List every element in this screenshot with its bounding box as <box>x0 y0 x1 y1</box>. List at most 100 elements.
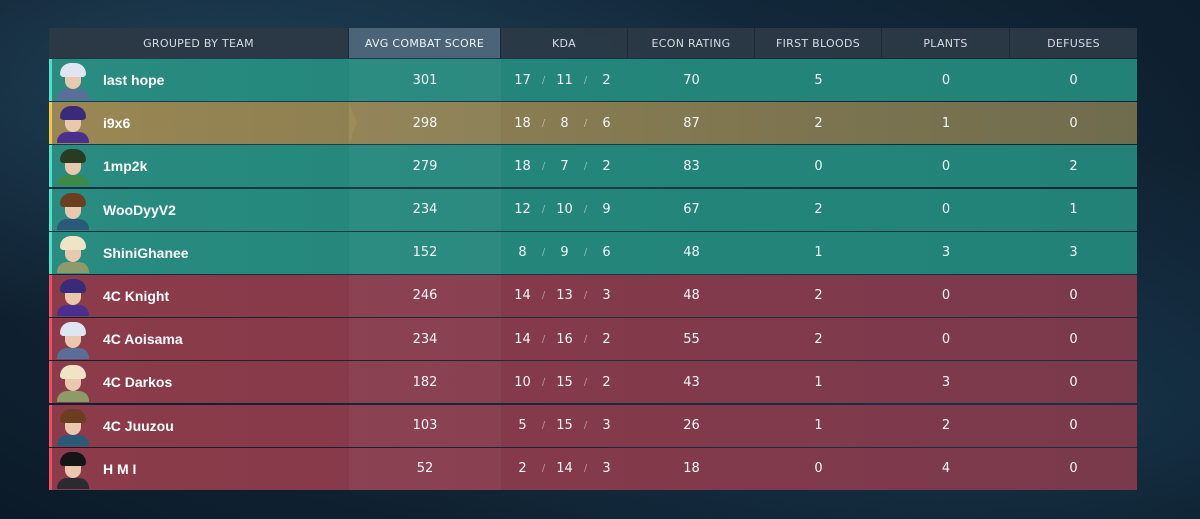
defuses-value: 0 <box>1069 115 1078 131</box>
player-name[interactable]: 4C Knight <box>103 287 170 304</box>
player-row[interactable]: ShiniGhanee 152 8 / 9 / 6 48 1 3 3 <box>49 231 1137 274</box>
acs-value: 301 <box>349 59 501 101</box>
kills-value: 14 <box>514 288 531 304</box>
kda-separator: / <box>541 463 546 475</box>
kills-value: 18 <box>514 158 531 174</box>
kda-separator: / <box>541 333 546 345</box>
acs-value: 52 <box>349 447 501 490</box>
deaths-value: 7 <box>560 158 569 174</box>
kda-separator: / <box>541 376 546 388</box>
player-row[interactable]: 1mp2k 279 18 / 7 / 2 83 0 0 2 <box>49 145 1137 188</box>
player-row[interactable]: 4C Knight 246 14 / 13 / 3 48 2 0 0 <box>49 274 1137 317</box>
acs-value: 246 <box>349 274 501 317</box>
assists-value: 6 <box>602 245 611 261</box>
kda-cell: 18 / 8 / 6 <box>501 102 628 144</box>
assists-value: 2 <box>602 72 611 88</box>
player-name[interactable]: WooDyyV2 <box>103 201 176 218</box>
team-accent-bar <box>49 274 52 317</box>
assists-value: 2 <box>602 374 611 390</box>
econ-value: 43 <box>683 374 700 390</box>
kda-cell: 2 / 14 / 3 <box>501 448 628 490</box>
header-kda[interactable]: KDA <box>501 28 628 58</box>
acs-value: 182 <box>349 361 501 404</box>
deaths-value: 9 <box>560 245 569 261</box>
first-bloods-value: 5 <box>814 72 823 88</box>
assists-value: 2 <box>602 158 611 174</box>
plants-value: 0 <box>941 72 951 88</box>
plants-value: 2 <box>941 418 951 433</box>
kda-separator: / <box>541 117 546 129</box>
kda-separator: / <box>583 376 588 388</box>
plants-value: 3 <box>941 374 951 390</box>
agent-portrait-icon <box>53 449 93 489</box>
player-name[interactable]: 4C Aoisama <box>103 331 183 348</box>
header-first-bloods[interactable]: FIRST BLOODS <box>755 28 882 58</box>
player-name[interactable]: 4C Darkos <box>103 374 173 391</box>
first-bloods-value: 2 <box>814 331 823 347</box>
header-econ-rating[interactable]: ECON RATING <box>628 28 755 58</box>
acs-text: 301 <box>412 72 438 88</box>
acs-value: 234 <box>349 318 501 361</box>
player-row[interactable]: 4C Juuzou 103 5 / 15 / 3 26 1 2 0 <box>49 404 1137 447</box>
player-cell: 4C Juuzou <box>49 405 349 447</box>
plants-value: 4 <box>941 461 951 477</box>
kda-separator: / <box>583 204 588 216</box>
kills-value: 12 <box>514 202 531 218</box>
kills-value: 10 <box>514 374 531 390</box>
assists-value: 3 <box>602 288 611 304</box>
player-row[interactable]: WooDyyV2 234 12 / 10 / 9 67 2 0 1 <box>49 188 1137 231</box>
deaths-value: 13 <box>556 288 573 304</box>
player-cell: WooDyyV2 <box>49 189 349 231</box>
acs-text: 234 <box>412 331 438 347</box>
kda-separator: / <box>583 463 588 475</box>
defuses-value: 0 <box>1069 288 1078 304</box>
player-cell: last hope <box>49 59 349 101</box>
team-accent-bar <box>49 102 52 145</box>
first-bloods-value: 1 <box>814 418 823 433</box>
kda-separator: / <box>583 420 588 431</box>
plants-value: 0 <box>941 288 951 304</box>
econ-value: 83 <box>683 158 700 174</box>
player-row[interactable]: 4C Darkos 182 10 / 15 / 2 43 1 3 0 <box>49 361 1137 404</box>
kda-cell: 8 / 9 / 6 <box>501 232 628 274</box>
player-row[interactable]: 4C Aoisama 234 14 / 16 / 2 55 2 0 0 <box>49 318 1137 361</box>
defuses-value: 0 <box>1069 418 1078 433</box>
kda-separator: / <box>541 420 546 431</box>
acs-text: 298 <box>412 115 438 131</box>
acs-text: 279 <box>412 158 438 174</box>
player-cell: H M I <box>49 448 349 490</box>
player-row[interactable]: last hope 301 17 / 11 / 2 70 5 0 0 <box>49 59 1137 101</box>
econ-value: 48 <box>683 245 700 261</box>
player-row[interactable]: H M I 52 2 / 14 / 3 18 0 4 0 <box>49 447 1137 490</box>
agent-portrait-icon <box>53 103 93 144</box>
player-name[interactable]: 1mp2k <box>103 158 148 175</box>
deaths-value: 11 <box>556 72 573 88</box>
agent-portrait-icon <box>53 60 93 100</box>
first-bloods-value: 0 <box>814 158 823 174</box>
agent-portrait-icon <box>53 233 93 273</box>
defuses-value: 2 <box>1069 158 1078 174</box>
header-grouped-by-team[interactable]: GROUPED BY TEAM <box>49 28 349 58</box>
header-plants[interactable]: PLANTS <box>882 28 1010 58</box>
player-row[interactable]: i9x6 298 18 / 8 / 6 87 2 1 0 <box>49 102 1137 145</box>
plants-value: 0 <box>941 331 951 347</box>
acs-value: 298 <box>349 102 501 145</box>
self-row-pointer <box>349 102 357 145</box>
agent-portrait-icon <box>53 362 93 403</box>
plants-value: 0 <box>941 202 951 218</box>
kda-cell: 5 / 15 / 3 <box>501 405 628 447</box>
player-name[interactable]: H M I <box>103 460 137 477</box>
player-name[interactable]: last hope <box>103 72 165 88</box>
first-bloods-value: 2 <box>814 288 823 304</box>
player-name[interactable]: ShiniGhanee <box>103 244 189 261</box>
acs-text: 52 <box>416 461 434 477</box>
first-bloods-value: 1 <box>814 374 823 390</box>
first-bloods-value: 2 <box>814 115 823 131</box>
assists-value: 2 <box>602 331 611 347</box>
defuses-value: 0 <box>1069 331 1078 347</box>
player-name[interactable]: 4C Juuzou <box>103 417 174 434</box>
player-name[interactable]: i9x6 <box>103 115 131 132</box>
header-avg-combat-score[interactable]: AVG COMBAT SCORE <box>349 28 501 58</box>
assists-value: 3 <box>602 461 611 477</box>
header-defuses[interactable]: DEFUSES <box>1010 28 1137 58</box>
